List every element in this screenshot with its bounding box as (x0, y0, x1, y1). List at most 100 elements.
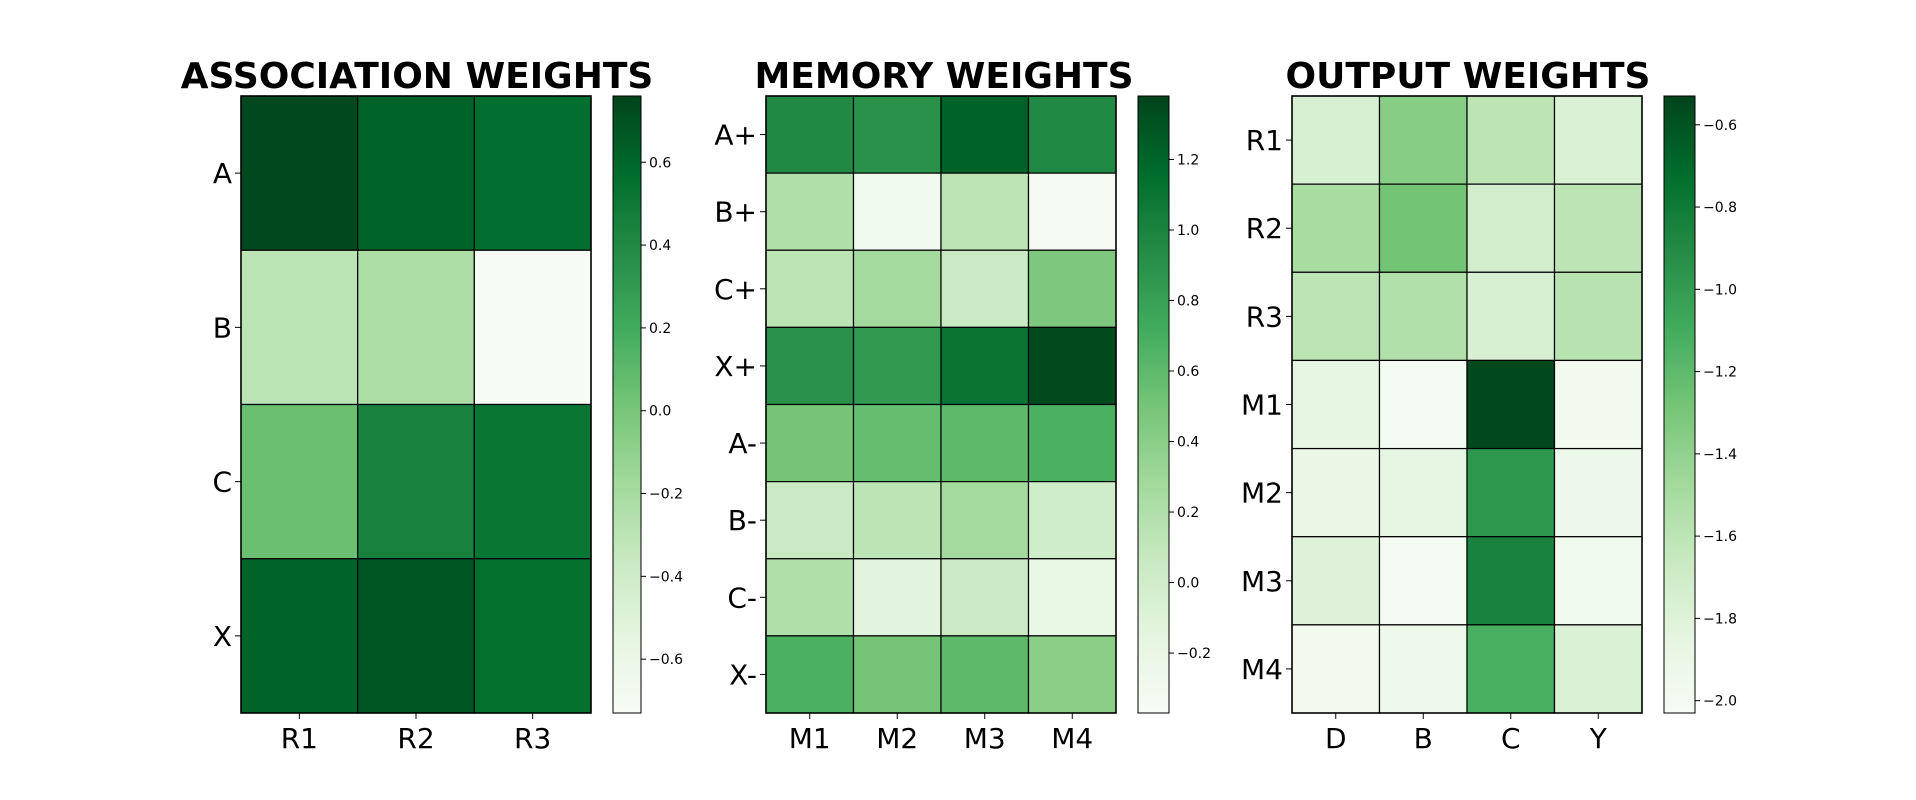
association-cell-A-R3 (473, 95, 592, 251)
memory-colorbar-tick-label: 1.2 (1177, 152, 1199, 168)
memory-cell-C+-M3 (940, 249, 1030, 328)
association-cell-B-R1 (240, 249, 359, 406)
association-weights-title: ASSOCIATION WEIGHTS (181, 56, 654, 97)
output-row-label: R3 (1246, 300, 1283, 333)
output-cell-R3-D (1291, 271, 1381, 362)
memory-row-label: C+ (714, 273, 757, 306)
association-cell-A-R1 (240, 95, 359, 251)
association-cell-B-R2 (357, 249, 475, 406)
association-weights-colorbar: −0.6 −0.4 −0.2 0.0 0.2 0.4 0.6 (612, 95, 683, 714)
output-cell-M2-B (1378, 447, 1468, 538)
association-cell-C-R3 (473, 403, 592, 560)
memory-row-label: A- (728, 427, 757, 460)
output-cell-R2-D (1291, 183, 1381, 273)
memory-cell-A+-M3 (940, 95, 1030, 174)
association-column-label: R2 (397, 722, 434, 755)
association-cell-A-R2 (357, 95, 475, 251)
association-row-label: B (213, 311, 232, 344)
output-cell-R3-Y (1553, 271, 1643, 362)
association-colorbar-tick-label: −0.2 (649, 487, 683, 503)
memory-weights-row-labels: A+ B+ C+ X+ A- B- C- X- (714, 119, 766, 691)
output-cell-R2-C (1466, 183, 1556, 273)
output-row-label: M3 (1241, 565, 1283, 598)
association-colorbar-tick-label: 0.0 (649, 404, 671, 420)
association-cell-X-R1 (240, 558, 359, 714)
memory-cell-X+-M3 (940, 326, 1030, 406)
association-cell-X-R3 (473, 558, 592, 714)
output-row-label: R1 (1246, 124, 1283, 157)
memory-cell-X+-M1 (765, 326, 855, 406)
memory-cell-A--M4 (1027, 403, 1117, 483)
memory-column-label: M4 (1051, 722, 1093, 755)
association-weights-panel: ASSOCIATION WEIGHTS A B C X R1 R2 R3 −0.6 −0.4… (181, 56, 683, 755)
output-cell-M1-Y (1553, 359, 1643, 450)
output-cell-R1-B (1378, 95, 1468, 185)
memory-column-label: M2 (876, 722, 918, 755)
output-cell-M1-B (1378, 359, 1468, 450)
memory-row-label: C- (727, 581, 757, 614)
output-colorbar-tick-label: −0.6 (1703, 118, 1737, 134)
output-cell-M4-B (1378, 624, 1468, 714)
memory-cell-B--M1 (765, 481, 855, 560)
association-column-label: R1 (281, 722, 318, 755)
memory-colorbar-tick-label: 0.0 (1177, 576, 1199, 592)
memory-colorbar-tick-label: 0.8 (1177, 293, 1199, 309)
memory-cell-A+-M2 (852, 95, 942, 174)
output-cell-M4-Y (1553, 624, 1643, 714)
memory-cell-A+-M4 (1027, 95, 1117, 174)
memory-cell-X--M3 (940, 635, 1030, 714)
association-column-label: R3 (514, 722, 551, 755)
output-row-label: M1 (1241, 389, 1283, 422)
output-cell-M4-C (1466, 624, 1556, 714)
output-cell-R1-C (1466, 95, 1556, 185)
memory-colorbar-tick-label: −0.2 (1177, 646, 1211, 662)
memory-cell-B+-M3 (940, 172, 1030, 251)
output-column-label: C (1501, 722, 1521, 755)
memory-colorbar-tick-label: 0.2 (1177, 505, 1199, 521)
memory-column-label: M3 (964, 722, 1006, 755)
output-column-label: D (1325, 722, 1347, 755)
memory-row-label: B+ (714, 196, 757, 229)
association-cell-C-R1 (240, 403, 359, 560)
association-colorbar-tick-label: −0.4 (649, 569, 683, 585)
output-colorbar-gradient (1663, 95, 1696, 714)
output-colorbar-tick-label: −1.6 (1703, 529, 1737, 545)
output-cell-M1-D (1291, 359, 1381, 450)
memory-cell-B--M2 (852, 481, 942, 560)
output-colorbar-tick-label: −1.4 (1703, 447, 1737, 463)
association-weights-row-labels: A B C X (212, 157, 241, 653)
memory-cell-A--M1 (765, 403, 855, 483)
output-colorbar-tick-label: −1.0 (1703, 282, 1737, 298)
output-colorbar-tick-label: −2.0 (1703, 694, 1737, 710)
association-colorbar-tick-label: 0.4 (649, 238, 671, 254)
output-colorbar-tick-label: −1.2 (1703, 365, 1737, 381)
memory-cell-A+-M1 (765, 95, 855, 174)
association-row-label: C (212, 466, 232, 499)
memory-cell-C--M2 (852, 558, 942, 637)
memory-cell-C--M4 (1027, 558, 1117, 637)
output-cell-M3-C (1466, 536, 1556, 626)
output-row-label: M4 (1241, 653, 1283, 686)
memory-column-label: M1 (789, 722, 831, 755)
memory-row-label: A+ (714, 119, 757, 152)
output-cell-R2-Y (1553, 183, 1643, 273)
output-cell-R3-B (1378, 271, 1468, 362)
output-weights-row-labels: R1 R2 R3 M1 M2 M3 M4 (1241, 124, 1292, 686)
memory-weights-heatmap (765, 95, 1117, 714)
output-cell-M3-B (1378, 536, 1468, 626)
output-row-label: R2 (1246, 212, 1283, 245)
memory-colorbar-tick-label: 1.0 (1177, 223, 1199, 239)
output-cell-R1-Y (1553, 95, 1643, 185)
output-row-label: M2 (1241, 477, 1283, 510)
output-cell-M1-C (1466, 359, 1556, 450)
association-weights-column-labels: R1 R2 R3 (281, 713, 551, 755)
association-colorbar-gradient (612, 95, 642, 714)
memory-cell-C+-M1 (765, 249, 855, 328)
output-colorbar-tick-label: −0.8 (1703, 200, 1737, 216)
output-cell-M3-D (1291, 536, 1381, 626)
association-cell-X-R2 (357, 558, 475, 714)
memory-frame (765, 95, 1117, 714)
